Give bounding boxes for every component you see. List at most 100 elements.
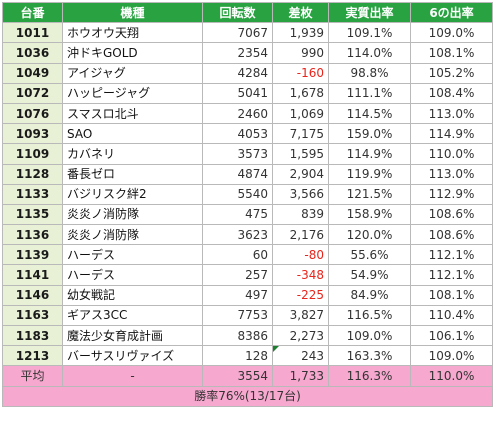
header-diff: 差枚: [272, 1, 329, 24]
cell-rate6: 108.4%: [410, 82, 493, 104]
table-row: 1072 ハッピージャグ 5041 1,678 111.1% 108.4%: [2, 82, 493, 104]
cell-rate: 159.0%: [328, 123, 411, 145]
cell-id: 1135: [2, 203, 63, 226]
cell-rate: 120.0%: [328, 224, 411, 246]
cell-name: アイジャグ: [62, 62, 203, 84]
cell-spins: 5041: [202, 82, 273, 104]
cell-diff: -80: [272, 244, 329, 266]
cell-rate: 119.9%: [328, 163, 411, 185]
cell-spins: 128: [202, 345, 273, 367]
cell-spins: 475: [202, 203, 273, 226]
cell-rate: 84.9%: [328, 284, 411, 306]
table-row: 1133 バジリスク絆2 5540 3,566 121.5% 112.9%: [2, 183, 493, 205]
summary-row: 勝率76%(13/17台): [2, 385, 493, 407]
cell-diff: 3,566: [272, 183, 329, 205]
cell-rate6: 112.1%: [410, 264, 493, 286]
cell-id: 1146: [2, 284, 63, 306]
cell-rate: 116.5%: [328, 304, 411, 327]
table-row: 1213 バーサスリヴァイズ 128 243 163.3% 109.0%: [2, 345, 493, 367]
cell-rate: 55.6%: [328, 244, 411, 266]
table-row: 1076 スマスロ北斗 2460 1,069 114.5% 113.0%: [2, 102, 493, 125]
cell-spins: 497: [202, 284, 273, 306]
results-table-container: 台番 機種 回転数 差枚 実質出率 6の出率 1011 ホウオウ天翔 7067 1,9…: [2, 1, 493, 407]
cell-rate6: 112.9%: [410, 183, 493, 205]
cell-id: 1109: [2, 143, 63, 165]
table-row: 1141 ハーデス 257 -348 54.9% 112.1%: [2, 264, 493, 286]
cell-rate6: 113.0%: [410, 102, 493, 125]
table-row: 1139 ハーデス 60 -80 55.6% 112.1%: [2, 244, 493, 266]
cell-name: 幼女戦記: [62, 284, 203, 306]
cell-diff: 990: [272, 42, 329, 64]
cell-name: バーサスリヴァイズ: [62, 345, 203, 367]
average-rate: 116.3%: [328, 365, 411, 387]
table-row: 1093 SAO 4053 7,175 159.0% 114.9%: [2, 123, 493, 145]
cell-rate6: 109.0%: [410, 22, 493, 44]
cell-rate6: 112.1%: [410, 244, 493, 266]
header-id: 台番: [2, 1, 63, 24]
cell-rate6: 108.6%: [410, 203, 493, 226]
cell-id: 1128: [2, 163, 63, 185]
cell-diff: 2,273: [272, 324, 329, 347]
cell-rate6: 108.1%: [410, 284, 493, 306]
cell-spins: 4053: [202, 123, 273, 145]
cell-id: 1139: [2, 244, 63, 266]
cell-spins: 3573: [202, 143, 273, 165]
table-row: 1146 幼女戦記 497 -225 84.9% 108.1%: [2, 284, 493, 306]
table-row: 1128 番長ゼロ 4874 2,904 119.9% 113.0%: [2, 163, 493, 185]
header-row: 台番 機種 回転数 差枚 実質出率 6の出率: [2, 1, 493, 24]
cell-rate: 54.9%: [328, 264, 411, 286]
cell-diff: -225: [272, 284, 329, 306]
cell-id: 1036: [2, 42, 63, 64]
cell-rate: 121.5%: [328, 183, 411, 205]
table-row: 1136 炎炎ノ消防隊 3623 2,176 120.0% 108.6%: [2, 224, 493, 246]
cell-diff: 2,904: [272, 163, 329, 185]
cell-name: スマスロ北斗: [62, 102, 203, 125]
cell-id: 1049: [2, 62, 63, 84]
cell-rate: 163.3%: [328, 345, 411, 367]
cell-id: 1136: [2, 224, 63, 246]
average-label: 平均: [2, 365, 63, 387]
cell-diff: 1,069: [272, 102, 329, 125]
header-rate6: 6の出率: [410, 1, 493, 24]
cell-name: バジリスク絆2: [62, 183, 203, 205]
cell-rate: 114.0%: [328, 42, 411, 64]
cell-spins: 2354: [202, 42, 273, 64]
win-rate-summary: 勝率76%(13/17台): [2, 385, 493, 407]
cell-name: ホウオウ天翔: [62, 22, 203, 44]
cell-name: SAO: [62, 123, 203, 145]
cell-spins: 257: [202, 264, 273, 286]
cell-spins: 7067: [202, 22, 273, 44]
cell-spins: 8386: [202, 324, 273, 347]
cell-spins: 3623: [202, 224, 273, 246]
cell-rate6: 109.0%: [410, 345, 493, 367]
cell-id: 1076: [2, 102, 63, 125]
table-row: 1163 ギアス3CC 7753 3,827 116.5% 110.4%: [2, 304, 493, 327]
cell-name: 番長ゼロ: [62, 163, 203, 185]
cell-id: 1213: [2, 345, 63, 367]
cell-id: 1133: [2, 183, 63, 205]
cell-spins: 4874: [202, 163, 273, 185]
cell-rate6: 114.9%: [410, 123, 493, 145]
cell-rate: 109.1%: [328, 22, 411, 44]
cell-diff: 1,595: [272, 143, 329, 165]
cell-diff: 1,939: [272, 22, 329, 44]
cell-name: ハーデス: [62, 244, 203, 266]
cell-id: 1183: [2, 324, 63, 347]
cell-rate: 114.9%: [328, 143, 411, 165]
cell-rate: 109.0%: [328, 324, 411, 347]
cell-name: 魔法少女育成計画: [62, 324, 203, 347]
cell-diff: 2,176: [272, 224, 329, 246]
table-row: 1049 アイジャグ 4284 -160 98.8% 105.2%: [2, 62, 493, 84]
cell-rate: 114.5%: [328, 102, 411, 125]
table-row: 1109 カバネリ 3573 1,595 114.9% 110.0%: [2, 143, 493, 165]
cell-name: 炎炎ノ消防隊: [62, 203, 203, 226]
cell-spins: 5540: [202, 183, 273, 205]
cell-rate6: 105.2%: [410, 62, 493, 84]
cell-name: ギアス3CC: [62, 304, 203, 327]
header-rate: 実質出率: [328, 1, 411, 24]
cell-id: 1163: [2, 304, 63, 327]
average-name: -: [62, 365, 203, 387]
cell-rate6: 110.0%: [410, 143, 493, 165]
table-body: 1011 ホウオウ天翔 7067 1,939 109.1% 109.0% 1036 沖ドキGO…: [2, 22, 493, 367]
cell-diff: 839: [272, 203, 329, 226]
